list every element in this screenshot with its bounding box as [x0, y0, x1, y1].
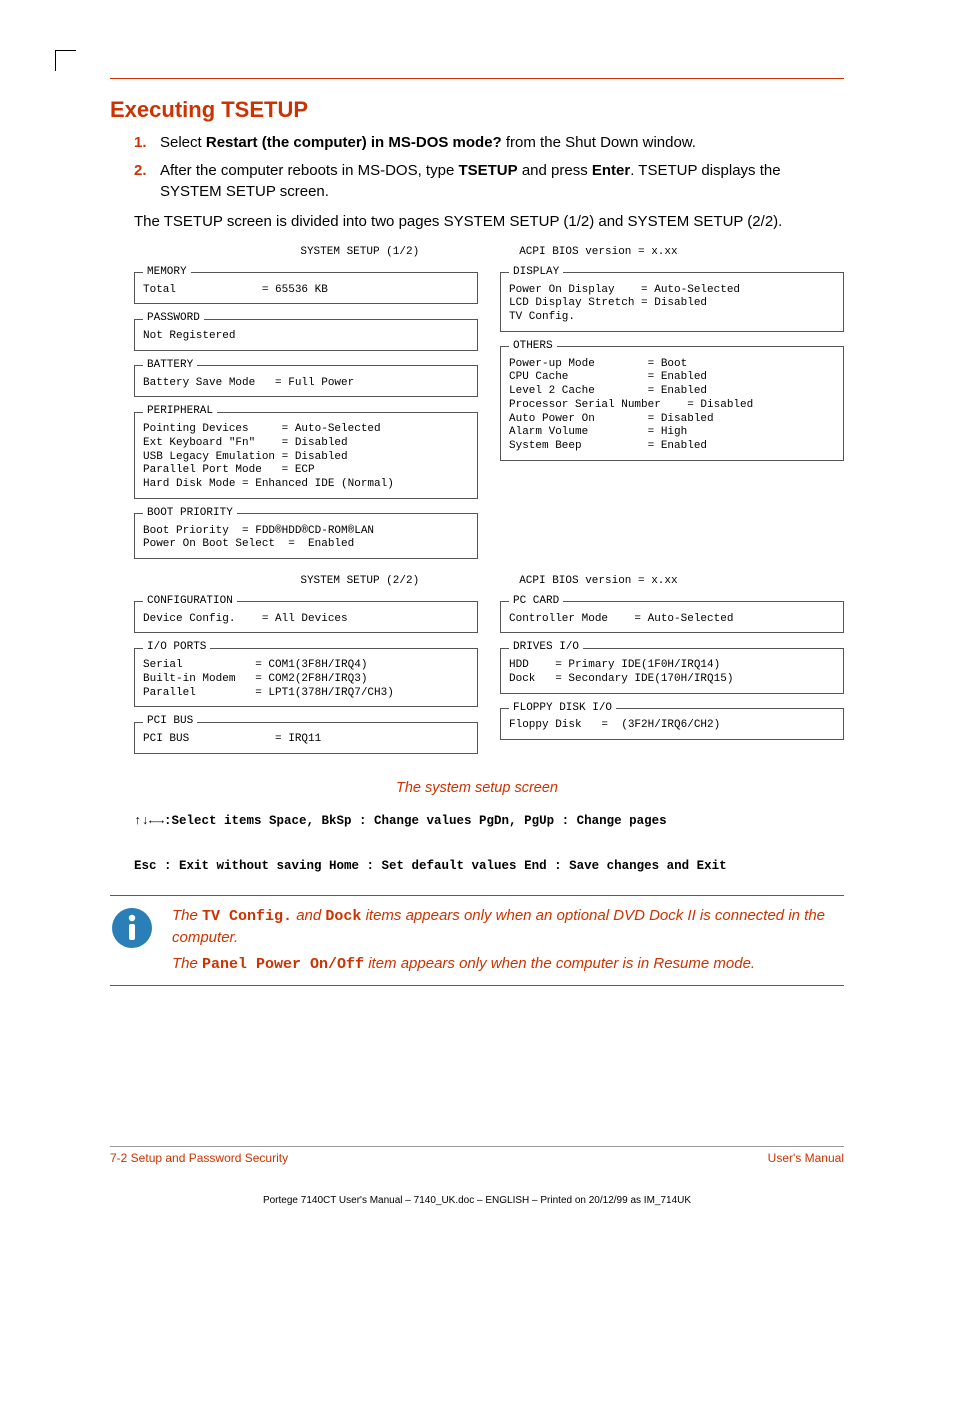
step-text: After the computer reboots in MS-DOS, ty…: [160, 162, 781, 199]
panel-line: LCD Display Stretch = Disabled: [509, 297, 835, 311]
panel-line: Auto Power On = Disabled: [509, 413, 835, 427]
panel-line: Not Registered: [143, 330, 469, 344]
info-note-text: The TV Config. and Dock items appears on…: [172, 906, 844, 975]
key-legend-line: ↑↓←→:Select items Space, BkSp : Change v…: [134, 810, 844, 833]
key-legend: ↑↓←→:Select items Space, BkSp : Change v…: [134, 810, 844, 878]
panel-line: PCI BUS = IRQ11: [143, 733, 469, 747]
panel-legend: PC CARD: [509, 595, 563, 609]
panel-line: Parallel = LPT1(378H/IRQ7/CH3): [143, 687, 469, 701]
panel-password: PASSWORD Not Registered: [134, 312, 478, 351]
panel-line: Hard Disk Mode = Enhanced IDE (Normal): [143, 478, 469, 492]
panel-drives-io: DRIVES I/O HDD = Primary IDE(1F0H/IRQ14)…: [500, 641, 844, 693]
panel-line: Serial = COM1(3F8H/IRQ4): [143, 659, 469, 673]
panel-legend: DISPLAY: [509, 266, 563, 280]
panel-legend: PASSWORD: [143, 312, 204, 326]
setup-screen-2: SYSTEM SETUP (2/2) ACPI BIOS version = x…: [134, 575, 844, 762]
panel-legend: PERIPHERAL: [143, 405, 217, 419]
panel-line: Device Config. = All Devices: [143, 613, 469, 627]
panel-line: Power On Boot Select = Enabled: [143, 538, 469, 552]
panel-line: Total = 65536 KB: [143, 284, 469, 298]
panel-line: Pointing Devices = Auto-Selected: [143, 423, 469, 437]
step-1: 1. Select Restart (the computer) in MS-D…: [134, 133, 844, 153]
panel-legend: MEMORY: [143, 266, 191, 280]
panel-line: Level 2 Cache = Enabled: [509, 385, 835, 399]
panel-others: OTHERS Power-up Mode = Boot CPU Cache = …: [500, 340, 844, 461]
panel-line: Battery Save Mode = Full Power: [143, 377, 469, 391]
panel-peripheral: PERIPHERAL Pointing Devices = Auto-Selec…: [134, 405, 478, 499]
panel-legend: BATTERY: [143, 359, 197, 373]
key-legend-line: Esc : Exit without saving Home : Set def…: [134, 855, 844, 878]
panel-line: Ext Keyboard "Fn" = Disabled: [143, 437, 469, 451]
panel-legend: FLOPPY DISK I/O: [509, 702, 616, 716]
panel-memory: MEMORY Total = 65536 KB: [134, 266, 478, 305]
panel-line: USB Legacy Emulation = Disabled: [143, 451, 469, 465]
panel-io-ports: I/O PORTS Serial = COM1(3F8H/IRQ4) Built…: [134, 641, 478, 707]
panel-line: CPU Cache = Enabled: [509, 371, 835, 385]
panel-legend: OTHERS: [509, 340, 557, 354]
panel-line: Controller Mode = Auto-Selected: [509, 613, 835, 627]
panel-line: System Beep = Enabled: [509, 440, 835, 454]
step-2: 2. After the computer reboots in MS-DOS,…: [134, 161, 844, 202]
panel-line: TV Config.: [509, 311, 835, 325]
panel-line: Power-up Mode = Boot: [509, 358, 835, 372]
screen-title: SYSTEM SETUP (1/2) ACPI BIOS version = x…: [134, 246, 844, 260]
print-line: Portege 7140CT User's Manual – 7140_UK.d…: [110, 1195, 844, 1206]
step-number: 2.: [134, 161, 147, 181]
panel-line: Boot Priority = FDD®HDD®CD-ROM®LAN: [143, 525, 469, 539]
panel-line: Processor Serial Number = Disabled: [509, 399, 835, 413]
body-paragraph: The TSETUP screen is divided into two pa…: [134, 212, 844, 232]
screen-title: SYSTEM SETUP (2/2) ACPI BIOS version = x…: [134, 575, 844, 589]
panel-display: DISPLAY Power On Display = Auto-Selected…: [500, 266, 844, 332]
info-note: The TV Config. and Dock items appears on…: [110, 895, 844, 986]
top-rule: [110, 78, 844, 79]
figure-caption: The system setup screen: [110, 780, 844, 796]
panel-pc-card: PC CARD Controller Mode = Auto-Selected: [500, 595, 844, 634]
footer-right: User's Manual: [768, 1151, 844, 1165]
page: Executing TSETUP 1. Select Restart (the …: [0, 0, 954, 1246]
step-number: 1.: [134, 133, 147, 153]
steps-list: 1. Select Restart (the computer) in MS-D…: [134, 133, 844, 202]
panel-legend: I/O PORTS: [143, 641, 210, 655]
setup-screen-1: SYSTEM SETUP (1/2) ACPI BIOS version = x…: [134, 246, 844, 567]
panel-line: Parallel Port Mode = ECP: [143, 464, 469, 478]
panel-line: HDD = Primary IDE(1F0H/IRQ14): [509, 659, 835, 673]
panel-line: Built-in Modem = COM2(2F8H/IRQ3): [143, 673, 469, 687]
panel-floppy-io: FLOPPY DISK I/O Floppy Disk = (3F2H/IRQ6…: [500, 702, 844, 741]
panel-line: Dock = Secondary IDE(170H/IRQ15): [509, 673, 835, 687]
footer-left: 7-2 Setup and Password Security: [110, 1151, 288, 1165]
info-icon: [110, 906, 158, 955]
panel-line: Floppy Disk = (3F2H/IRQ6/CH2): [509, 719, 835, 733]
panel-legend: PCI BUS: [143, 715, 197, 729]
panel-legend: DRIVES I/O: [509, 641, 583, 655]
section-heading: Executing TSETUP: [110, 97, 844, 123]
panel-legend: CONFIGURATION: [143, 595, 237, 609]
panel-line: Alarm Volume = High: [509, 426, 835, 440]
page-footer: 7-2 Setup and Password Security User's M…: [110, 1146, 844, 1165]
panel-configuration: CONFIGURATION Device Config. = All Devic…: [134, 595, 478, 634]
panel-pci-bus: PCI BUS PCI BUS = IRQ11: [134, 715, 478, 754]
panel-legend: BOOT PRIORITY: [143, 507, 237, 521]
crop-mark: [55, 50, 76, 71]
panel-battery: BATTERY Battery Save Mode = Full Power: [134, 359, 478, 398]
panel-boot-priority: BOOT PRIORITY Boot Priority = FDD®HDD®CD…: [134, 507, 478, 559]
panel-line: Power On Display = Auto-Selected: [509, 284, 835, 298]
step-text: Select Restart (the computer) in MS-DOS …: [160, 134, 696, 151]
